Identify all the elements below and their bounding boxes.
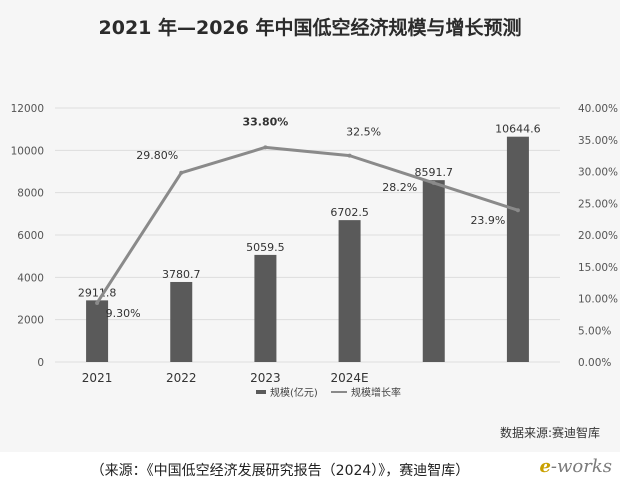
bar [506, 136, 529, 362]
line-value-label: 23.9% [470, 214, 505, 227]
right-tick-label: 0.00% [578, 357, 611, 369]
bar [170, 281, 193, 362]
right-tick-label: 10.00% [578, 294, 618, 306]
left-tick-label: 2000 [17, 315, 44, 327]
line-point [179, 170, 184, 175]
line-value-label: 9.30% [106, 307, 141, 320]
chart-title: 2021 年—2026 年中国低空经济规模与增长预测 [99, 16, 522, 39]
line-value-label: 29.80% [136, 149, 178, 162]
line-series: 9.30% 29.80% 33.80% 32.5% 28.2% 23.9% [95, 115, 520, 320]
logo-e: e [539, 456, 551, 477]
bar-value-label: 6702.5 [330, 206, 369, 219]
line-point [431, 180, 436, 185]
bar-value-label: 8591.7 [415, 166, 454, 179]
category-label: 2022 [166, 371, 197, 385]
line-value-label: 32.5% [346, 126, 381, 139]
bar [338, 220, 361, 362]
line-point [515, 208, 520, 213]
left-tick-label: 6000 [17, 230, 44, 242]
bar-series: 2911.8 3780.7 5059.5 6702.5 8591.7 10644.6 [78, 123, 541, 362]
right-tick-label: 15.00% [578, 262, 618, 274]
chart-svg: 2021 年—2026 年中国低空经济规模与增长预测 0 2000 4000 6000… [11, 16, 618, 440]
bar-value-label: 5059.5 [246, 241, 285, 254]
right-axis: 0.00% 5.00% 10.00% 15.00% 20.00% 25.00% 30.00%… [578, 103, 618, 369]
bar [86, 300, 109, 362]
right-tick-label: 25.00% [578, 198, 618, 210]
left-tick-label: 0 [37, 357, 44, 369]
bar-value-label: 3780.7 [162, 268, 201, 281]
growth-line [95, 145, 519, 304]
bar-value-label: 2911.8 [78, 286, 117, 299]
left-axis: 0 2000 4000 6000 8000 10000 12000 [11, 103, 44, 369]
category-label: 2024E [331, 371, 369, 385]
grid-layer [55, 107, 560, 363]
left-tick-label: 10000 [11, 145, 44, 157]
legend-bar-label: 规模(亿元) [270, 386, 318, 399]
left-tick-label: 8000 [17, 188, 44, 200]
bar [254, 254, 277, 362]
right-tick-label: 35.00% [578, 135, 618, 147]
caption: （来源：《中国低空经济发展研究报告（2024）》，赛迪智库） [90, 463, 470, 479]
legend-line-label: 规模增长率 [351, 386, 401, 399]
right-tick-label: 30.00% [578, 167, 618, 179]
eworks-logo: e-works [539, 456, 612, 477]
line-point [347, 153, 352, 158]
logo-rest: -works [550, 456, 612, 477]
legend: 规模(亿元) 规模增长率 [256, 386, 401, 399]
source-note: 数据来源:赛迪智库 [500, 425, 600, 440]
legend-bar-swatch [256, 390, 266, 394]
line-point [263, 145, 268, 150]
right-tick-label: 5.00% [578, 325, 611, 337]
category-label: 2023 [250, 371, 281, 385]
right-tick-label: 40.00% [578, 103, 618, 115]
chart-area: 2021 年—2026 年中国低空经济规模与增长预测 0 2000 4000 6000… [10, 16, 619, 440]
category-axis: 2021 2022 2023 2024E [82, 371, 369, 385]
bar-value-label: 10644.6 [495, 123, 541, 136]
bar [422, 180, 445, 362]
category-label: 2021 [82, 371, 113, 385]
right-tick-label: 20.00% [578, 230, 618, 242]
line-value-label: 33.80% [243, 115, 289, 128]
line-value-label: 28.2% [382, 181, 417, 194]
left-tick-label: 12000 [11, 103, 44, 115]
line-point [95, 300, 100, 305]
left-tick-label: 4000 [17, 272, 44, 284]
